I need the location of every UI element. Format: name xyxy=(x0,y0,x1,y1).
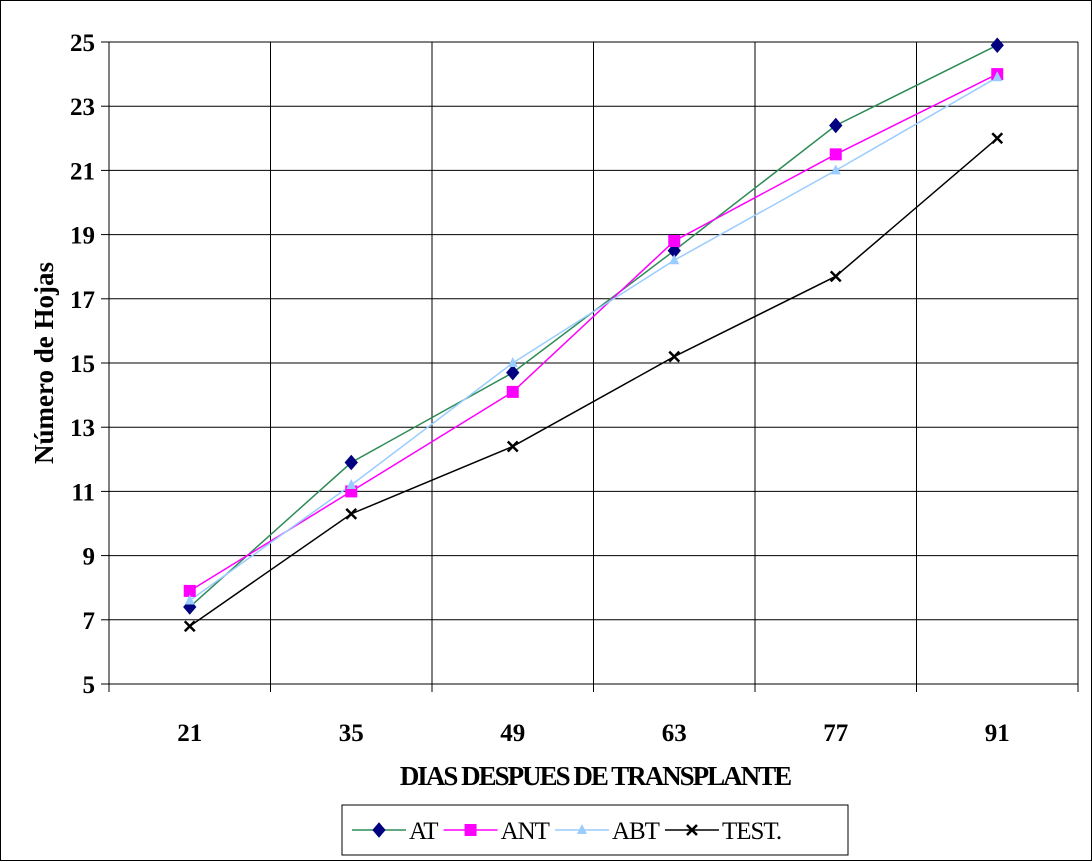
x-tick-label: 91 xyxy=(985,720,1010,747)
data-point-x xyxy=(991,132,1004,145)
data-point-triangle xyxy=(669,254,680,265)
x-tick-label: 49 xyxy=(500,720,525,747)
data-point-x-stroke xyxy=(345,507,358,520)
data-point-triangle xyxy=(184,594,195,605)
x-tick-label: 21 xyxy=(177,720,202,747)
data-point-x xyxy=(345,507,358,520)
x-axis-label: DIAS DESPUES DE TRANSPLANTE xyxy=(400,761,791,791)
series-lines xyxy=(189,44,998,627)
legend: AT ANT ABT TEST. xyxy=(341,804,849,856)
y-tick-label: 23 xyxy=(70,94,95,121)
data-point-diamond xyxy=(344,454,358,471)
data-point-diamond xyxy=(990,37,1004,53)
y-tick-label: 5 xyxy=(83,672,96,699)
series-line-ant xyxy=(189,73,998,592)
x-tick-label: 77 xyxy=(823,720,848,747)
data-point-x-stroke xyxy=(829,270,842,283)
data-point-triangle xyxy=(830,164,841,175)
data-point-x xyxy=(668,350,681,363)
legend-item-test: TEST. xyxy=(664,818,782,845)
y-tick-label: 11 xyxy=(71,479,95,506)
legend-item-abt: ABT xyxy=(554,818,661,845)
y-tick-label: 13 xyxy=(70,415,95,442)
data-point-triangle xyxy=(507,357,518,367)
y-tick-label: 15 xyxy=(70,351,95,378)
data-point-triangle xyxy=(576,824,587,834)
data-point-square xyxy=(668,235,681,248)
data-point-x-stroke xyxy=(991,132,1004,145)
y-tick-label: 17 xyxy=(70,287,95,314)
data-point-diamond xyxy=(829,117,843,134)
y-tick-label: 7 xyxy=(83,608,96,635)
data-point-diamond xyxy=(506,364,520,381)
legend-label: ANT xyxy=(501,818,550,845)
data-point-triangle xyxy=(992,71,1003,82)
y-axis-label: Número de Hojas xyxy=(29,262,59,464)
data-point-triangle xyxy=(346,478,357,489)
legend-label: ABT xyxy=(612,818,660,845)
series-line-test xyxy=(189,137,998,627)
series-markers xyxy=(183,37,1004,633)
x-tick-label: 35 xyxy=(339,720,364,747)
grid xyxy=(101,41,1079,692)
data-point-diamond xyxy=(372,822,386,838)
legend-label: AT xyxy=(409,818,438,845)
x-axis-ticks: 21 35 49 63 77 91 xyxy=(177,720,1010,747)
data-point-x-stroke xyxy=(506,440,519,453)
data-point-x xyxy=(183,620,196,633)
legend-label: TEST. xyxy=(722,818,781,845)
data-point-square xyxy=(183,584,196,597)
y-tick-label: 25 xyxy=(70,30,95,57)
data-point-square xyxy=(829,148,842,161)
data-point-x xyxy=(686,824,698,836)
data-point-square xyxy=(464,824,477,836)
data-point-x-stroke xyxy=(686,824,698,836)
data-point-x xyxy=(506,440,519,453)
y-tick-label: 19 xyxy=(70,223,95,250)
x-tick-label: 63 xyxy=(662,720,687,747)
data-point-square xyxy=(506,385,519,398)
y-tick-label: 21 xyxy=(70,158,95,185)
data-point-x-stroke xyxy=(183,620,196,633)
series-line-abt xyxy=(189,76,998,602)
y-tick-label: 9 xyxy=(83,544,96,571)
y-axis-ticks: 5 7 9 11 13 15 17 19 21 23 25 xyxy=(70,30,95,699)
legend-item-at: AT xyxy=(352,818,439,845)
legend-item-ant: ANT xyxy=(443,818,551,845)
data-point-x-stroke xyxy=(668,350,681,363)
data-point-x xyxy=(829,270,842,283)
